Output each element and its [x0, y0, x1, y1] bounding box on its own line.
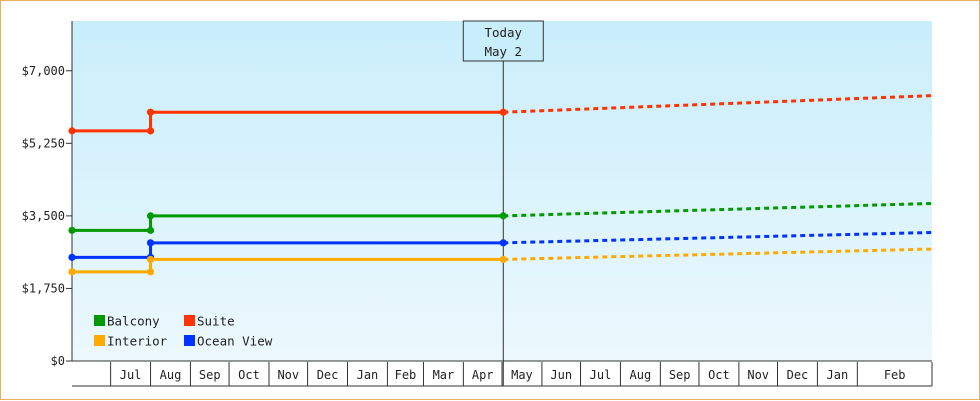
plot-area: [72, 21, 932, 361]
x-tick-label: Oct: [708, 368, 730, 382]
series-layer: [68, 94, 933, 276]
x-tick-label: Sep: [199, 368, 221, 382]
y-tick-label: $0: [51, 354, 65, 368]
today-box: [462, 20, 544, 62]
data-point: [146, 239, 155, 247]
y-tick-label: $7,000: [22, 64, 65, 78]
legend: Balcony Suite Interior Ocean View: [94, 314, 273, 349]
x-tick-label: Feb: [884, 368, 906, 382]
today-label: Today: [484, 25, 522, 40]
x-tick-label: Jul: [590, 368, 612, 382]
legend-swatch-suite: [184, 315, 195, 326]
x-tick-label: Dec: [317, 368, 339, 382]
legend-swatch-ocean-view: [184, 335, 195, 346]
today-marker: Today May 2: [462, 20, 544, 386]
series-line: [72, 257, 504, 274]
data-point: [146, 127, 155, 135]
data-point: [146, 226, 155, 234]
legend-label: Interior: [107, 334, 168, 349]
data-point: [146, 255, 155, 264]
x-tick-label: Feb: [395, 368, 417, 382]
legend-swatch-interior: [94, 335, 105, 346]
today-date: May 2: [484, 44, 522, 59]
x-tick-label: Mar: [433, 368, 455, 382]
x-tick-label: Jul: [120, 368, 142, 382]
series-line: [72, 110, 504, 133]
x-tick-label: Apr: [472, 368, 494, 382]
y-tick-label: $5,250: [22, 136, 65, 150]
x-tick-label: Nov: [277, 368, 299, 382]
series-suite: [68, 94, 933, 135]
series-balcony: [68, 201, 933, 234]
x-tick-label: Jan: [827, 368, 849, 382]
axes: $0 $1,750 $3,500 $5,250 $7,000 Jul Aug Sep Oct No…: [22, 21, 933, 387]
x-tick-label: Aug: [630, 368, 652, 382]
series-line: [72, 241, 504, 259]
legend-label: Balcony: [107, 314, 160, 329]
data-point: [68, 268, 76, 276]
data-point: [146, 212, 155, 220]
series-interior: [68, 247, 933, 276]
x-tick-label: Jan: [357, 368, 379, 382]
x-tick-label: Aug: [160, 368, 182, 382]
x-tick-label: Nov: [747, 368, 769, 382]
y-tick-label: $1,750: [22, 281, 65, 295]
data-point: [146, 268, 155, 276]
x-tick-label: May: [511, 368, 533, 382]
series-line: [72, 214, 504, 232]
x-tick-label: Sep: [669, 368, 691, 382]
legend-label: Ocean View: [197, 334, 273, 349]
data-point: [68, 127, 76, 135]
x-tick-label: Dec: [787, 368, 809, 382]
x-tick-label: Jun: [550, 368, 572, 382]
legend-label: Suite: [197, 314, 235, 329]
legend-swatch-balcony: [94, 315, 105, 326]
x-tick-label: Oct: [238, 368, 260, 382]
data-point: [68, 253, 76, 261]
data-point: [68, 226, 76, 234]
y-tick-label: $3,500: [22, 209, 65, 223]
data-point: [146, 108, 155, 116]
